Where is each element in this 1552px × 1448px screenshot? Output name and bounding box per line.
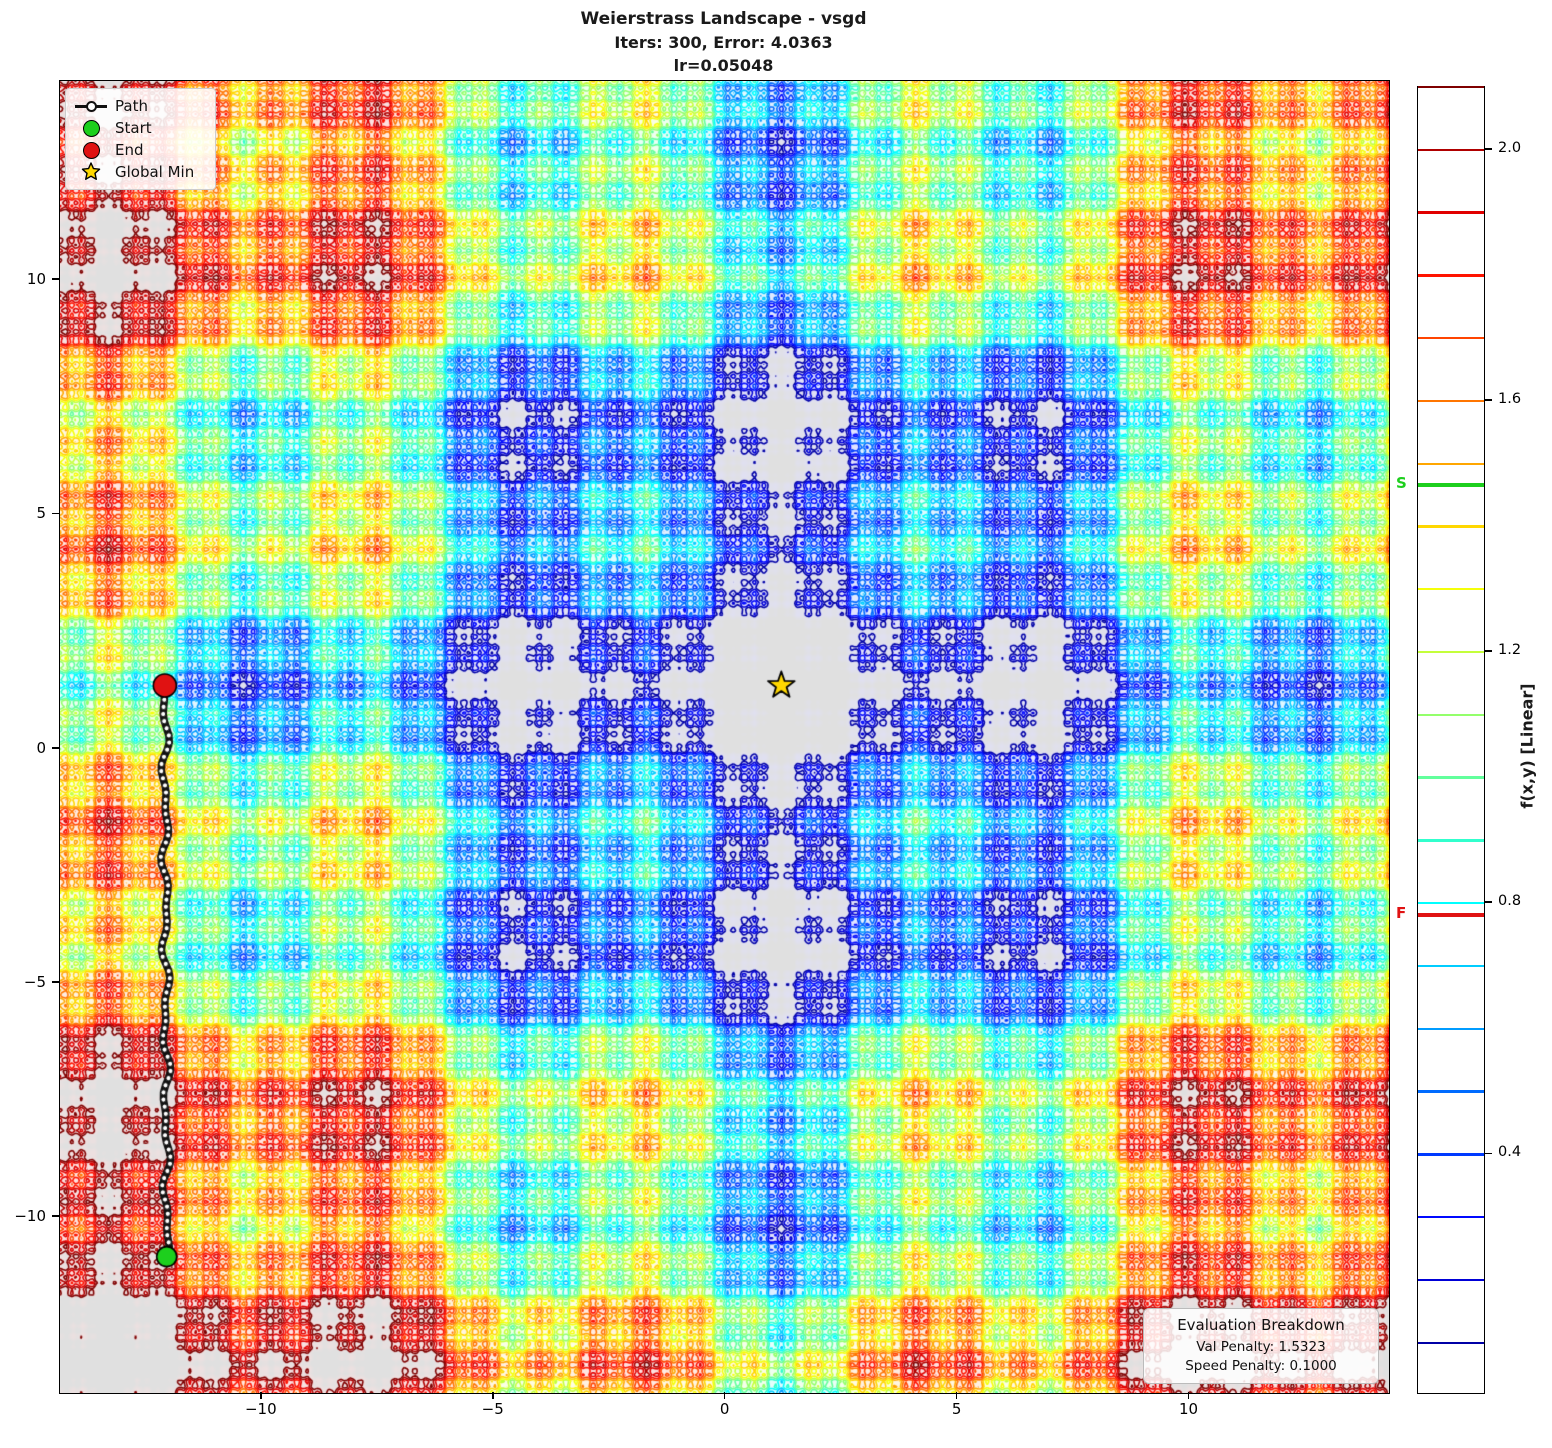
colorbar-contour-line [1418,1215,1484,1219]
colorbar-contour-line [1418,399,1484,403]
x-tick-mark [955,1392,958,1399]
colorbar-tick-label: 1.2 [1498,642,1522,659]
legend-label: Start [115,119,152,137]
colorbar-contour-line [1418,650,1484,654]
legend-label: End [115,141,144,159]
y-tick-label: 0 [36,738,46,757]
title-line-3: lr=0.05048 [673,56,774,75]
colorbar-contour-line [1418,525,1484,528]
y-tick-mark [52,512,59,515]
colorbar-final-marker-label: F [1396,904,1407,923]
legend-item-path: Path [73,95,207,117]
title-line-2: Iters: 300, Error: 4.0363 [614,33,833,52]
legend-item-global-min: Global Min [73,161,207,183]
colorbar-start-marker-label: S [1396,474,1407,493]
colorbar-tick-label: 1.6 [1498,390,1522,407]
eval-title: Evaluation Breakdown [1177,1316,1345,1334]
colorbar-contour-line [1418,713,1484,717]
colorbar-tick-mark [1485,650,1492,652]
colorbar-tick-label: 2.0 [1498,139,1522,156]
colorbar-tick-mark [1485,1152,1492,1155]
x-tick-mark [723,1392,726,1399]
y-tick-label: 5 [36,504,46,523]
colorbar-contour-line [1418,1027,1484,1031]
x-tick-label: −10 [244,1400,277,1418]
legend-item-end: End [73,139,207,161]
colorbar-tick-mark [1485,901,1492,904]
legend-label: Global Min [115,163,195,181]
x-tick-mark [491,1392,494,1399]
colorbar-start-marker-line [1418,483,1484,488]
plot-area: Path Start End Global M [59,80,1390,1394]
colorbar-contour-line [1418,1278,1484,1282]
colorbar-contour-line [1418,462,1484,465]
colorbar-contour-line [1418,148,1484,151]
colorbar-tick-mark [1485,147,1492,150]
colorbar-contour-line [1418,588,1484,591]
chart-title: Weierstrass Landscape - vsgd Iters: 300,… [59,8,1388,77]
colorbar-tick-label: 0.8 [1498,893,1522,910]
colorbar-contour-line [1418,902,1484,905]
x-tick-mark [259,1392,262,1399]
y-tick-mark [52,981,59,983]
legend-item-start: Start [73,117,207,139]
colorbar-tick-label: 0.4 [1498,1144,1522,1161]
colorbar-contour-line [1418,1090,1484,1093]
colorbar-tick-mark [1485,399,1492,401]
y-tick-mark [52,278,59,280]
star-icon [73,162,109,182]
colorbar-contour-line [1418,85,1484,89]
evaluation-breakdown: Evaluation Breakdown Val Penalty: 1.5323… [1143,1308,1379,1384]
colorbar-contour-line [1418,839,1484,842]
x-tick-label: 10 [1178,1400,1199,1418]
path-line-icon [73,101,109,112]
y-tick-mark [52,1215,59,1218]
colorbar-contour-line [1418,776,1484,779]
colorbar-final-marker-line [1418,913,1484,918]
title-line-1: Weierstrass Landscape - vsgd [580,9,867,29]
x-tick-label: −5 [481,1400,504,1418]
x-tick-mark [1187,1392,1190,1399]
x-tick-label: 5 [951,1400,962,1418]
eval-val-penalty: Val Penalty: 1.5323 [1196,1339,1326,1355]
colorbar-contour-line [1418,274,1484,277]
colorbar-axis-label: f(x,y) [Linear] [1517,683,1537,809]
y-tick-label: 10 [26,270,46,289]
colorbar [1417,85,1485,1394]
legend: Path Start End Global M [65,88,216,190]
y-tick-label: −5 [23,973,46,991]
eval-speed-penalty: Speed Penalty: 0.1000 [1185,1358,1337,1374]
start-dot-icon [73,119,109,137]
y-tick-mark [52,746,59,749]
colorbar-contour-line [1418,211,1484,214]
colorbar-contour-line [1418,1341,1484,1344]
contour-canvas [60,81,1389,1393]
colorbar-contour-line [1418,336,1484,340]
colorbar-contour-line [1418,1153,1484,1156]
y-tick-label: −10 [14,1207,46,1226]
legend-label: Path [115,97,148,115]
x-tick-label: 0 [719,1400,730,1418]
end-dot-icon [73,141,109,159]
colorbar-contour-line [1418,964,1484,968]
